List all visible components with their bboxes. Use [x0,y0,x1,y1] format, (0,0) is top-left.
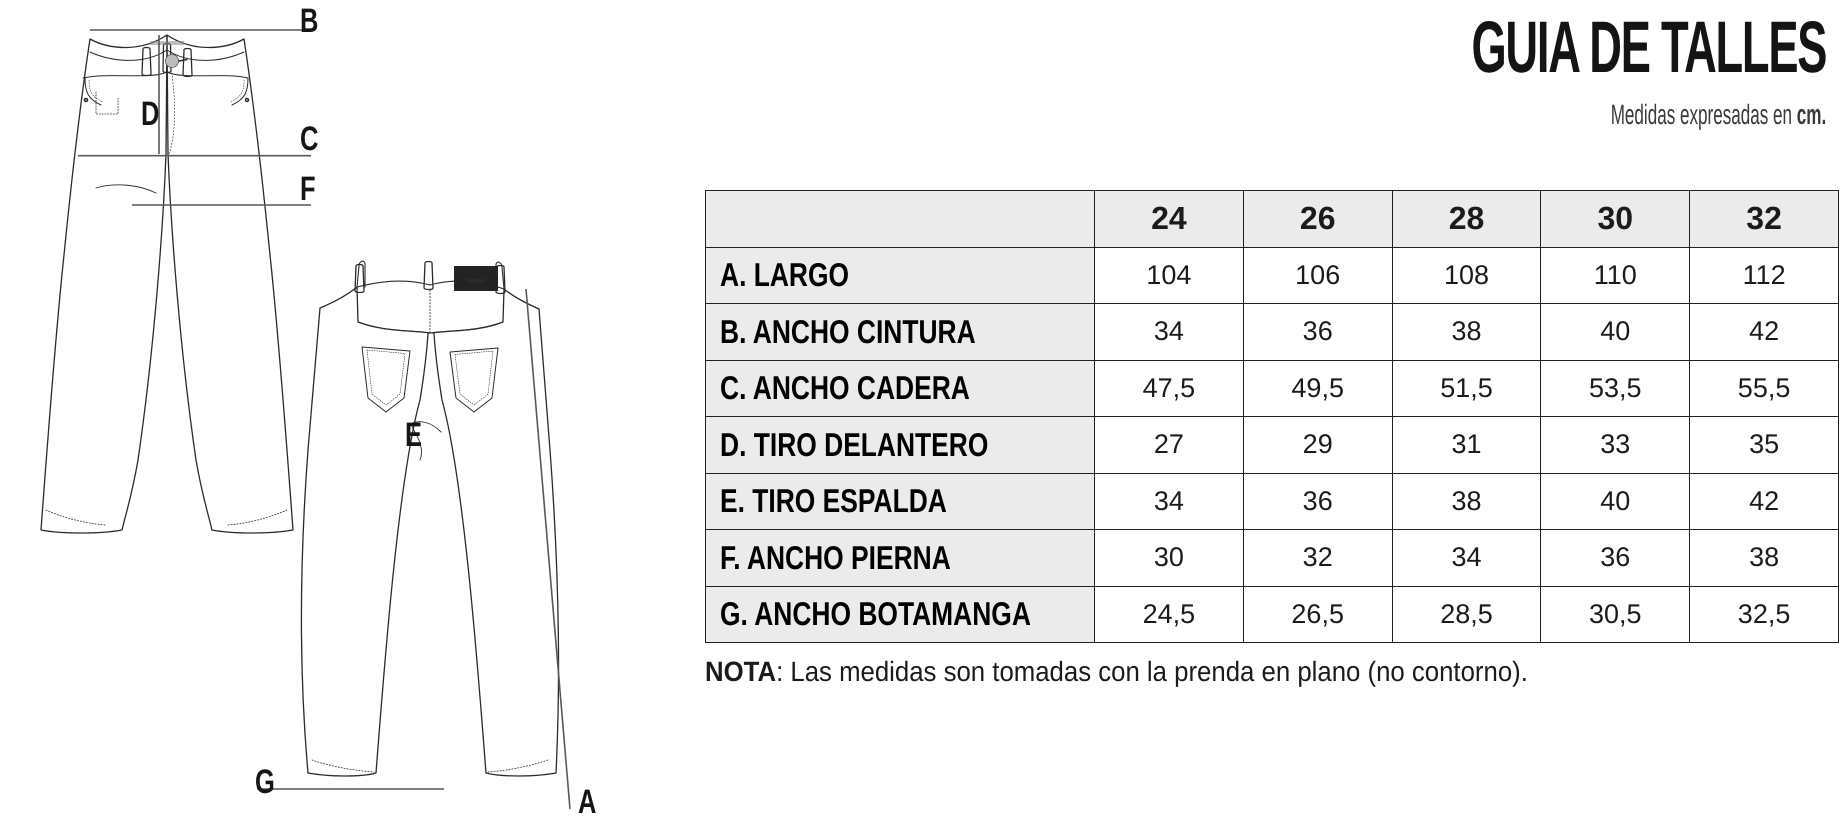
svg-text:WRANGLER: WRANGLER [466,279,486,283]
